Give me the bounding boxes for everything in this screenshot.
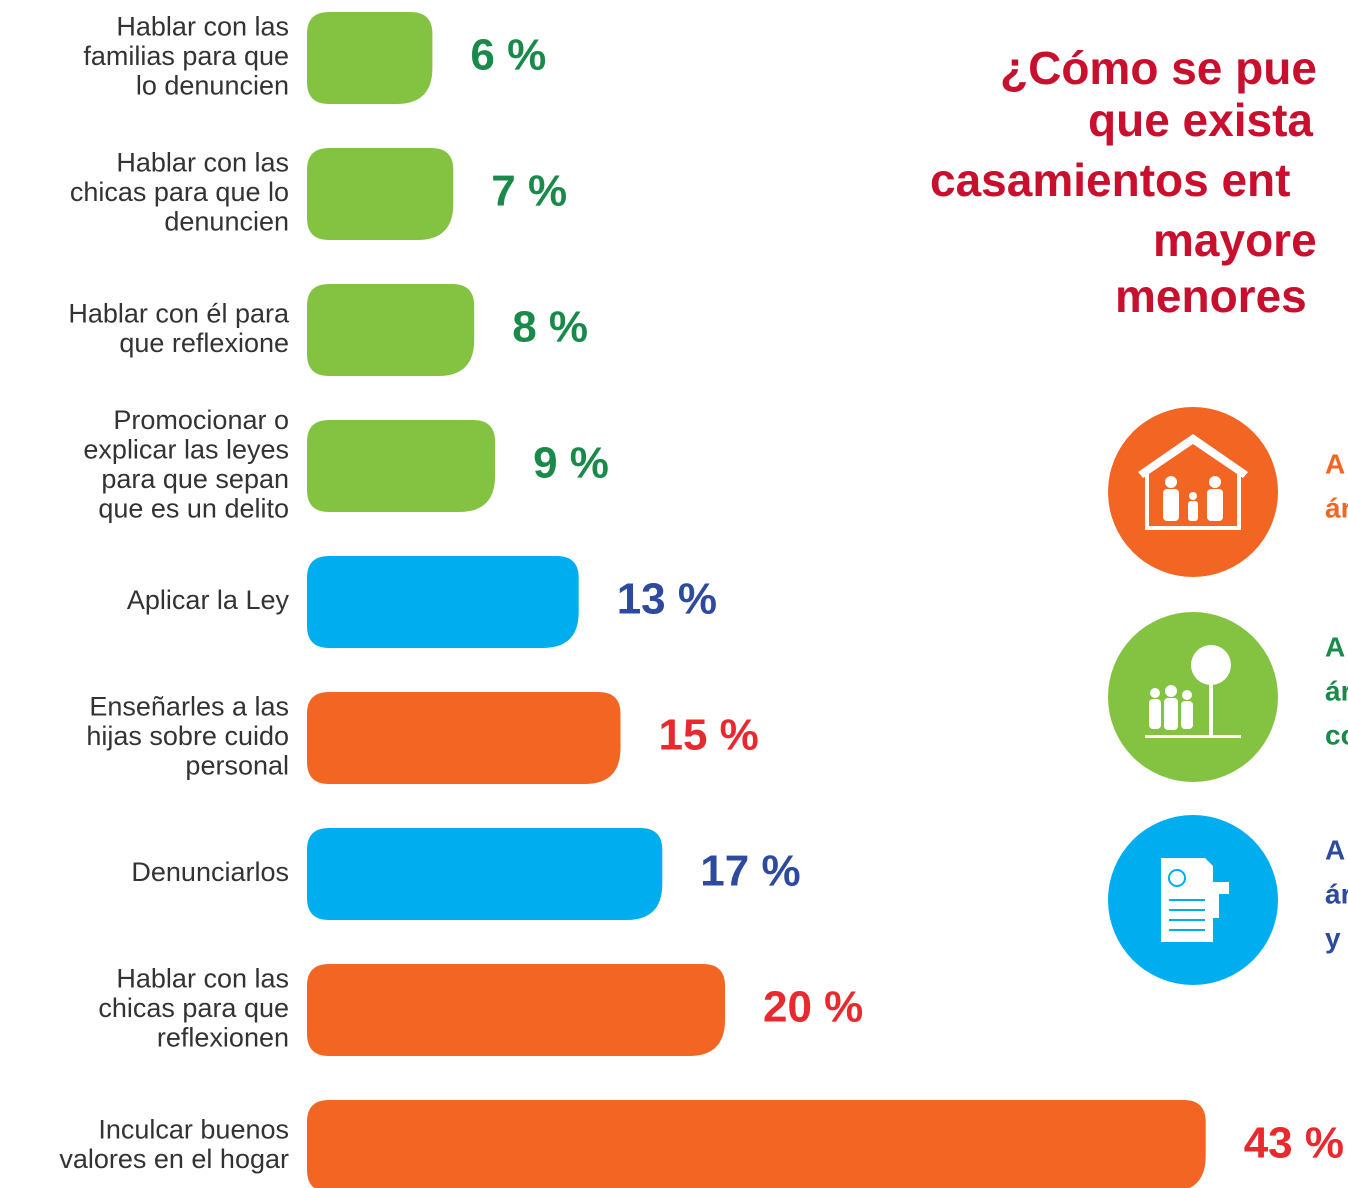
legend-text: ár <box>1325 492 1348 523</box>
category-label: Promocionar o <box>113 405 289 435</box>
category-label: familias para que <box>83 41 289 71</box>
category-label: Hablar con las <box>116 148 289 178</box>
value-label: 6 % <box>470 31 546 80</box>
category-label: valores en el hogar <box>59 1144 289 1174</box>
category-label: explicar las leyes <box>83 434 289 464</box>
title-line: ¿Cómo se pue <box>1000 42 1317 94</box>
category-label: que es un delito <box>98 493 289 523</box>
title-line: que exista <box>1088 94 1313 146</box>
icons <box>1138 434 1248 942</box>
category-label: Hablar con las <box>116 12 289 42</box>
category-label: lo denuncien <box>136 71 289 101</box>
value-label: 15 % <box>659 711 759 760</box>
family-icon <box>1138 434 1248 530</box>
legend-text: A <box>1325 448 1345 479</box>
category-label: personal <box>185 751 289 781</box>
legend-text: co <box>1325 719 1348 750</box>
value-label: 20 % <box>763 983 863 1032</box>
category-label: Aplicar la Ley <box>127 585 290 615</box>
bar <box>307 1100 1206 1188</box>
value-label: 7 % <box>491 167 567 216</box>
bar <box>307 148 454 240</box>
title-line: menores <box>1115 270 1307 322</box>
title-line: mayore <box>1153 214 1317 266</box>
legend-circle <box>1108 612 1278 782</box>
legend-text: ár <box>1325 878 1348 909</box>
bar <box>307 12 433 104</box>
category-label: denuncien <box>164 207 289 237</box>
category-label: Denunciarlos <box>131 857 289 887</box>
bar <box>307 556 579 648</box>
category-label: hijas sobre cuido <box>86 721 289 751</box>
category-label: Hablar con las <box>116 964 289 994</box>
value-label: 17 % <box>700 847 800 896</box>
legend-text: y <box>1325 922 1341 953</box>
category-label: que reflexione <box>119 328 289 358</box>
title-line: casamientos ent <box>930 154 1290 206</box>
legend-text: A <box>1325 631 1345 662</box>
bar <box>307 420 496 512</box>
value-label: 9 % <box>533 439 609 488</box>
bar <box>307 692 621 784</box>
category-label: chicas para que lo <box>70 177 289 207</box>
bar <box>307 964 725 1056</box>
category-label: Hablar con él para <box>68 298 290 328</box>
value-label: 13 % <box>617 575 717 624</box>
legend-text: A <box>1325 834 1345 865</box>
category-label: Enseñarles a las <box>89 692 289 722</box>
category-label: para que sepan <box>101 464 289 494</box>
category-label: chicas para que <box>98 993 289 1023</box>
bar <box>307 828 663 920</box>
category-label: Inculcar buenos <box>98 1114 289 1144</box>
legend-text: ár <box>1325 675 1348 706</box>
community-icon <box>1145 645 1241 738</box>
category-label: reflexionen <box>157 1023 289 1053</box>
value-label: 43 % <box>1244 1119 1344 1168</box>
value-label: 8 % <box>512 303 588 352</box>
bar <box>307 284 475 376</box>
document-icon <box>1161 858 1229 942</box>
